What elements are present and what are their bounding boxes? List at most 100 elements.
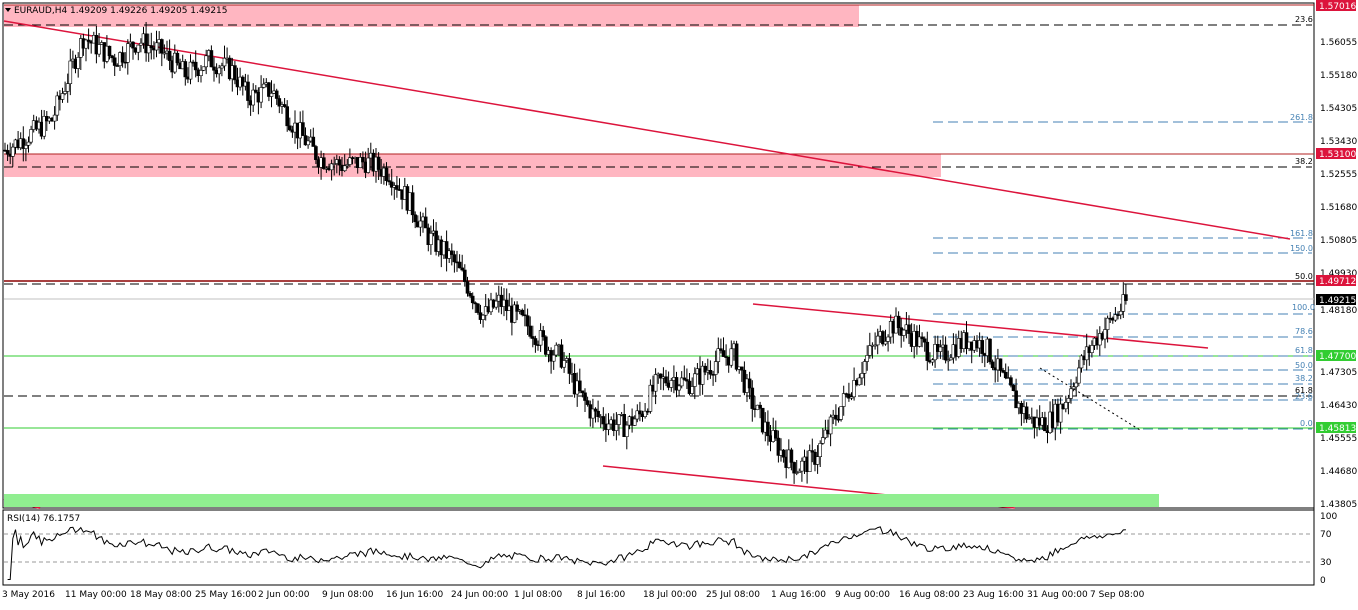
- candle-body: [800, 460, 804, 472]
- candle-body: [1069, 388, 1073, 399]
- candle-body: [473, 302, 478, 305]
- candle-body: [389, 181, 394, 188]
- time-axis-label: 9 Aug 00:00: [835, 590, 890, 600]
- candle-body: [617, 414, 621, 425]
- candle-body: [348, 157, 352, 165]
- time-axis-label: 16 Jun 16:00: [386, 590, 443, 600]
- time-axis-label: 25 Jul 08:00: [706, 590, 760, 600]
- candle-body: [222, 57, 227, 67]
- price-axis-label: 1.48180: [1320, 306, 1357, 316]
- rsi-axis-label: 30: [1320, 558, 1332, 568]
- candle-body: [1124, 294, 1128, 301]
- main-chart-frame: [2, 2, 1315, 509]
- price-tag-zone2-bg: [1316, 148, 1356, 159]
- price-axis-label: 1.47305: [1320, 368, 1357, 378]
- candle-body: [865, 355, 870, 362]
- candle-body: [512, 304, 517, 323]
- candle-body: [1071, 386, 1076, 390]
- price-tag-top-bg: [1316, 0, 1356, 11]
- candle-body: [648, 384, 653, 412]
- candle-body: [1105, 317, 1110, 330]
- candle-body: [839, 406, 843, 420]
- fib-extension-lines: [933, 121, 1312, 430]
- candle-body: [585, 400, 590, 405]
- candle-body: [201, 66, 206, 71]
- price-tag-zone2: 1.53100: [1319, 150, 1356, 160]
- price-axis-label: 1.46430: [1320, 401, 1357, 411]
- candle-body: [1116, 314, 1120, 316]
- candle-body: [792, 462, 796, 474]
- candle-body: [1009, 377, 1013, 386]
- time-axis: 3 May 2016 11 May 00:00 18 May 08:00 25 …: [2, 590, 1145, 600]
- price-tag-level3: 1.45813: [1319, 424, 1356, 434]
- time-axis-label: 31 Aug 00:00: [1027, 590, 1088, 600]
- candle-body: [873, 344, 877, 347]
- time-axis-label: 1 Jul 08:00: [514, 590, 563, 600]
- candle-body: [635, 410, 640, 420]
- candle-body: [766, 421, 770, 437]
- candle-body: [136, 44, 141, 53]
- candle-body: [395, 185, 399, 190]
- candle-body: [901, 329, 906, 336]
- candle-body: [638, 410, 642, 415]
- candle-body: [60, 93, 65, 100]
- candle-body: [525, 315, 530, 327]
- candle-body: [789, 449, 794, 463]
- candle-body: [76, 56, 80, 69]
- candle-body: [1077, 367, 1081, 384]
- time-axis-label: 18 May 08:00: [130, 590, 192, 600]
- time-axis-label: 25 May 16:00: [195, 590, 257, 600]
- candle-body: [26, 141, 31, 146]
- demand-zone-bottom: [4, 494, 1159, 507]
- candle-body: [65, 83, 70, 92]
- candle-body: [943, 344, 948, 361]
- time-axis-label: 9 Jun 08:00: [322, 590, 374, 600]
- candle-body: [577, 380, 582, 392]
- candle-body: [632, 418, 637, 426]
- fib-small-label-38: 38.2: [1295, 374, 1313, 383]
- price-axis-label: 1.52555: [1320, 170, 1357, 180]
- candle-body: [818, 443, 823, 457]
- candle-body: [703, 365, 708, 373]
- candle-body: [457, 261, 462, 269]
- candle-body: [988, 338, 992, 363]
- candle-body: [739, 366, 744, 371]
- price-axis: 1.56055 1.55180 1.54305 1.53430 1.52555 …: [1320, 38, 1357, 510]
- price-tag-current-bg: [1316, 294, 1356, 305]
- candle-body: [494, 300, 499, 308]
- candle-body: [269, 93, 274, 97]
- candle-body: [674, 377, 679, 391]
- price-axis-label: 1.51680: [1320, 203, 1357, 213]
- candle-body: [29, 129, 33, 143]
- time-axis-label: 23 Aug 16:00: [963, 590, 1024, 600]
- time-axis-label: 7 Sep 08:00: [1090, 590, 1145, 600]
- candle-body: [423, 216, 428, 229]
- candle-body: [1058, 403, 1063, 423]
- candle-body: [209, 50, 214, 68]
- candle-body: [220, 65, 224, 69]
- candle-body: [175, 52, 180, 64]
- fib-small-label-61: 61.8: [1295, 346, 1313, 355]
- candle-body: [716, 348, 721, 362]
- candle-body: [1079, 355, 1084, 369]
- candle-body: [376, 156, 381, 170]
- downtrend-line-major: [3, 20, 1291, 240]
- candle-body: [828, 416, 833, 435]
- candle-body: [126, 43, 130, 63]
- candle-body: [68, 60, 73, 85]
- candle-body: [183, 61, 188, 78]
- candle-body: [964, 332, 969, 349]
- candle-body: [596, 410, 600, 418]
- candle-body: [131, 41, 135, 49]
- candle-body: [306, 140, 310, 146]
- candle-body: [188, 61, 193, 80]
- rsi-axis-label: 70: [1320, 530, 1332, 540]
- candle-body: [593, 408, 598, 412]
- candle-body: [820, 437, 825, 444]
- candle-body: [860, 373, 864, 379]
- candle-body: [287, 125, 292, 131]
- candle-body: [948, 357, 953, 361]
- candle-body: [554, 344, 559, 356]
- candle-body: [523, 314, 527, 317]
